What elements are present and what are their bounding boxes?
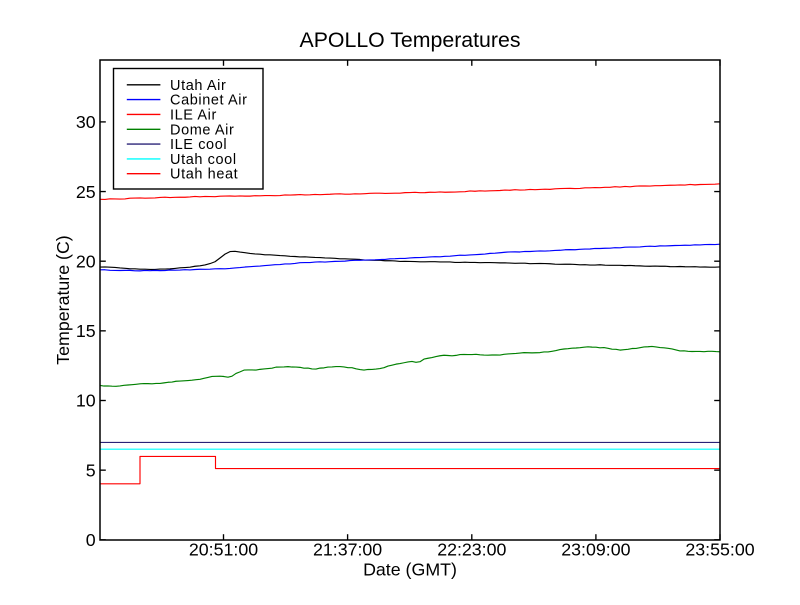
svg-text:0: 0 — [86, 530, 96, 550]
svg-text:23:55:00: 23:55:00 — [685, 540, 754, 560]
svg-text:ILE cool: ILE cool — [170, 137, 227, 153]
svg-text:22:23:00: 22:23:00 — [437, 540, 506, 560]
svg-text:23:09:00: 23:09:00 — [561, 540, 630, 560]
svg-text:20:51:00: 20:51:00 — [189, 540, 258, 560]
svg-text:APOLLO Temperatures: APOLLO Temperatures — [300, 28, 521, 52]
svg-text:15: 15 — [76, 321, 96, 341]
svg-text:ILE Air: ILE Air — [170, 107, 217, 123]
svg-text:10: 10 — [76, 391, 96, 411]
svg-text:5: 5 — [86, 460, 96, 480]
svg-text:Dome Air: Dome Air — [170, 122, 234, 138]
svg-text:Temperature (C): Temperature (C) — [53, 235, 73, 364]
svg-text:30: 30 — [76, 112, 96, 132]
svg-text:Utah heat: Utah heat — [170, 167, 238, 183]
svg-text:20: 20 — [76, 251, 96, 271]
svg-text:Utah Air: Utah Air — [170, 78, 226, 94]
svg-text:25: 25 — [76, 182, 96, 202]
svg-text:Utah cool: Utah cool — [170, 152, 237, 168]
svg-text:21:37:00: 21:37:00 — [313, 540, 382, 560]
svg-text:Date (GMT): Date (GMT) — [363, 560, 457, 580]
svg-text:Cabinet Air: Cabinet Air — [170, 93, 248, 109]
